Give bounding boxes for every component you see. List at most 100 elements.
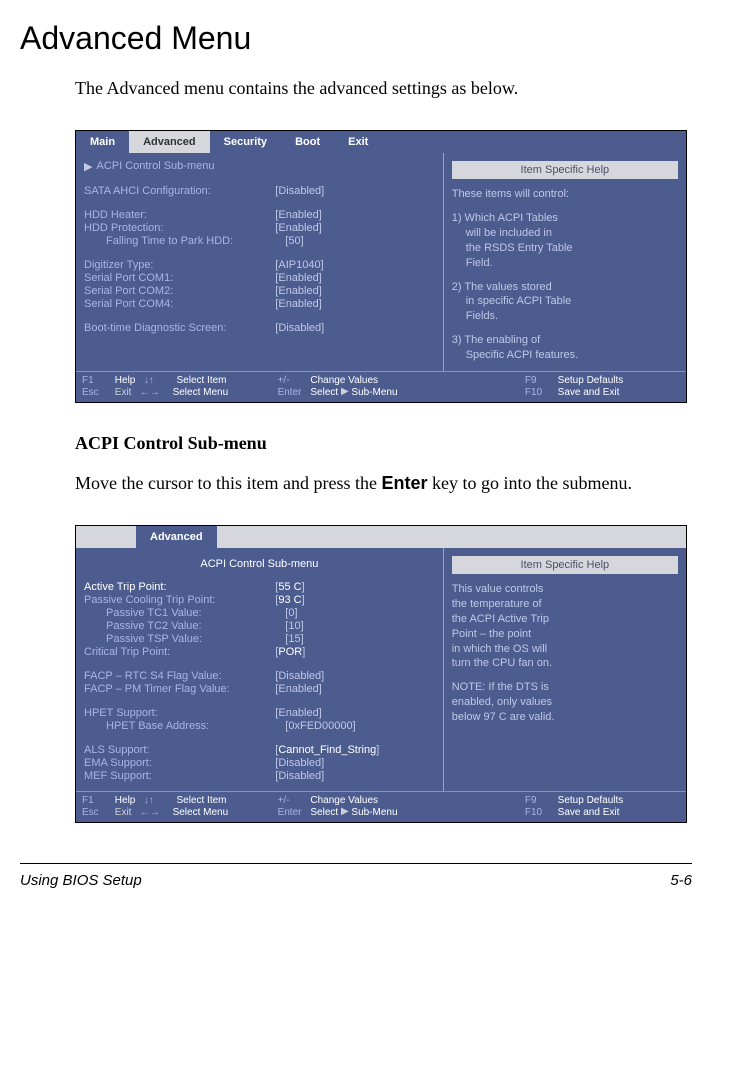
setting-value: [Enabled] xyxy=(275,272,434,284)
setting-row[interactable]: Serial Port COM1:[Enabled] xyxy=(84,272,435,284)
key-plusminus: +/- xyxy=(278,795,308,806)
help-line: turn the CPU fan on. xyxy=(452,656,678,671)
key-f10: F10 xyxy=(525,807,555,818)
setting-value: [0xFED00000] xyxy=(285,720,434,732)
key-esc: Esc xyxy=(82,807,112,818)
setting-value: [93 C] xyxy=(275,594,434,606)
setting-row[interactable]: Passive TC2 Value:[10] xyxy=(84,620,435,632)
bios-left-pane: ▶ ACPI Control Sub-menu SATA AHCI Config… xyxy=(76,153,444,370)
setting-label: HPET Support: xyxy=(84,707,275,719)
bios-screenshot-acpi-submenu: Advanced ACPI Control Sub-menu Active Tr… xyxy=(75,525,687,823)
setting-value: [Disabled] xyxy=(275,322,434,334)
key-enter: Enter xyxy=(278,387,308,398)
setting-label: HPET Base Address: xyxy=(84,720,285,732)
key-esc: Esc xyxy=(82,387,112,398)
help-title: Item Specific Help xyxy=(452,556,678,574)
setting-row[interactable]: FACP – RTC S4 Flag Value:[Disabled] xyxy=(84,670,435,682)
tab-advanced[interactable]: Advanced xyxy=(129,131,210,153)
setting-value: [10] xyxy=(285,620,434,632)
setting-value: [55 C] xyxy=(275,581,434,593)
setting-label: EMA Support: xyxy=(84,757,275,769)
setting-value: [Enabled] xyxy=(275,222,434,234)
setting-row[interactable]: FACP – PM Timer Flag Value:[Enabled] xyxy=(84,683,435,695)
foot-select-item: Select Item xyxy=(176,795,226,806)
foot-help: Help xyxy=(115,375,136,386)
key-enter: Enter xyxy=(278,807,308,818)
setting-value: [Disabled] xyxy=(275,670,434,682)
arrow-leftright-icon: ←→ xyxy=(140,807,170,818)
help-line: NOTE: If the DTS is xyxy=(452,680,678,695)
setting-label: Passive Cooling Trip Point: xyxy=(84,594,275,606)
help-line: 1) Which ACPI Tables xyxy=(452,211,678,226)
key-f9: F9 xyxy=(525,795,555,806)
help-line: the RSDS Entry Table xyxy=(452,241,678,256)
setting-row[interactable]: HPET Support:[Enabled] xyxy=(84,707,435,719)
setting-row[interactable]: Critical Trip Point:[POR] xyxy=(84,646,435,658)
setting-row[interactable]: Falling Time to Park HDD:[50] xyxy=(84,235,435,247)
intro-text: The Advanced menu contains the advanced … xyxy=(75,77,692,100)
help-line: enabled, only values xyxy=(452,695,678,710)
setting-label: Serial Port COM2: xyxy=(84,285,275,297)
page-title: Advanced Menu xyxy=(20,20,692,57)
setting-row[interactable]: Serial Port COM4:[Enabled] xyxy=(84,298,435,310)
setting-row[interactable]: Passive TSP Value:[15] xyxy=(84,633,435,645)
setting-row[interactable]: Boot-time Diagnostic Screen:[Disabled] xyxy=(84,322,435,334)
setting-label: Falling Time to Park HDD: xyxy=(84,235,285,247)
submenu-row[interactable]: ▶ ACPI Control Sub-menu xyxy=(84,160,435,173)
tab-main[interactable]: Main xyxy=(76,131,129,153)
setting-row[interactable]: SATA AHCI Configuration:[Disabled] xyxy=(84,185,435,197)
triangle-icon: ▶ xyxy=(341,806,349,817)
setting-value: [50] xyxy=(285,235,434,247)
help-line: These items will control: xyxy=(452,187,678,202)
arrow-leftright-icon: ←→ xyxy=(140,387,170,398)
setting-label: Passive TC2 Value: xyxy=(84,620,285,632)
help-line: in which the OS will xyxy=(452,642,678,657)
foot-change-values: Change Values xyxy=(310,375,378,386)
setting-row[interactable]: MEF Support:[Disabled] xyxy=(84,770,435,782)
setting-row[interactable]: HDD Heater:[Enabled] xyxy=(84,209,435,221)
help-line: 2) The values stored xyxy=(452,280,678,295)
bios-tabbar: Main Advanced Security Boot Exit xyxy=(76,131,686,153)
arrow-updown-icon: ↓↑ xyxy=(144,795,174,806)
foot-exit: Exit xyxy=(115,807,132,818)
setting-row[interactable]: Digitizer Type:[AIP1040] xyxy=(84,259,435,271)
setting-row[interactable]: Serial Port COM2:[Enabled] xyxy=(84,285,435,297)
bios-screenshot-advanced: Main Advanced Security Boot Exit ▶ ACPI … xyxy=(75,130,687,402)
setting-row[interactable]: Active Trip Point:[55 C] xyxy=(84,581,435,593)
foot-change-values: Change Values xyxy=(310,795,378,806)
setting-row[interactable]: EMA Support:[Disabled] xyxy=(84,757,435,769)
foot-setup-defaults: Setup Defaults xyxy=(558,375,624,386)
tab-boot[interactable]: Boot xyxy=(281,131,334,153)
foot-submenu: Sub-Menu xyxy=(351,807,397,818)
submenu-arrow-icon: ▶ xyxy=(84,160,92,173)
tab-advanced[interactable]: Advanced xyxy=(136,526,217,548)
setting-value: [Disabled] xyxy=(275,757,434,769)
tab-exit[interactable]: Exit xyxy=(334,131,382,153)
help-line: Point – the point xyxy=(452,627,678,642)
setting-label: Digitizer Type: xyxy=(84,259,275,271)
help-line: Specific ACPI features. xyxy=(452,348,678,363)
tab-security[interactable]: Security xyxy=(210,131,281,153)
bios-footer: F1 Help ↓↑ Select Item +/- Change Values… xyxy=(76,791,686,822)
submenu-heading: ACPI Control Sub-menu xyxy=(84,554,435,580)
setting-row[interactable]: Passive Cooling Trip Point:[93 C] xyxy=(84,594,435,606)
setting-value: [Enabled] xyxy=(275,683,434,695)
foot-exit: Exit xyxy=(115,387,132,398)
setting-value: [15] xyxy=(285,633,434,645)
setting-row[interactable]: HDD Protection:[Enabled] xyxy=(84,222,435,234)
setting-value: [Enabled] xyxy=(275,285,434,297)
setting-label: ALS Support: xyxy=(84,744,275,756)
key-f10: F10 xyxy=(525,387,555,398)
setting-row[interactable]: HPET Base Address:[0xFED00000] xyxy=(84,720,435,732)
key-f9: F9 xyxy=(525,375,555,386)
setting-label: HDD Protection: xyxy=(84,222,275,234)
text-a: Move the cursor to this item and press t… xyxy=(75,473,381,493)
setting-value: [POR] xyxy=(275,646,434,658)
foot-save-exit: Save and Exit xyxy=(558,807,620,818)
setting-row[interactable]: ALS Support:[Cannot_Find_String] xyxy=(84,744,435,756)
setting-row[interactable]: Passive TC1 Value:[0] xyxy=(84,607,435,619)
setting-value: [AIP1040] xyxy=(275,259,434,271)
foot-select: Select xyxy=(310,387,338,398)
setting-label: FACP – PM Timer Flag Value: xyxy=(84,683,275,695)
setting-value: [Enabled] xyxy=(275,209,434,221)
